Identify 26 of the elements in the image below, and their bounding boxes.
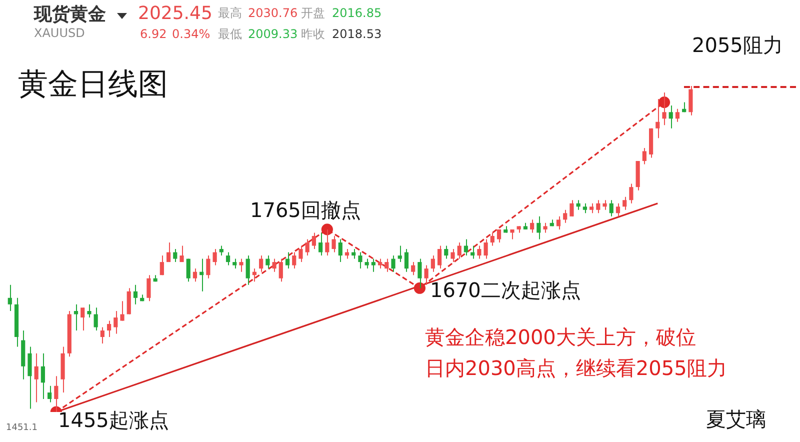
text: 6.92 bbox=[140, 27, 167, 42]
annotation: 1670二次起涨点 bbox=[430, 278, 581, 302]
annotation: 1765回撤点 bbox=[250, 198, 361, 222]
text: 开盘 bbox=[301, 6, 325, 20]
text: 2030.76 bbox=[248, 6, 298, 20]
chart-title: 黄金日线图 bbox=[18, 66, 168, 104]
text: XAUUSD bbox=[34, 26, 85, 40]
text: 2055阻力 bbox=[692, 33, 783, 57]
annotation: 1455起涨点 bbox=[58, 408, 169, 432]
annotation: 日内2030高点，继续看2055阻力 bbox=[425, 356, 727, 380]
annotation: 黄金企稳2000大关上方，破位 bbox=[425, 325, 696, 349]
text: 最高 bbox=[218, 6, 242, 20]
text: 2025.45 bbox=[138, 3, 212, 24]
text: 0.34% bbox=[172, 27, 210, 42]
point bbox=[321, 224, 333, 236]
text: 2018.53 bbox=[332, 27, 382, 42]
text: 最低 bbox=[218, 27, 242, 42]
text: 昨收 bbox=[301, 27, 325, 42]
point bbox=[414, 282, 426, 294]
text: 2009.33 bbox=[248, 27, 298, 42]
text: 1451.1 bbox=[6, 423, 38, 434]
text: 夏艾璃 bbox=[706, 407, 766, 431]
text: 现货黄金 bbox=[34, 4, 106, 25]
text: 2016.85 bbox=[332, 6, 382, 20]
candlestick bbox=[543, 222, 548, 234]
candlestick bbox=[239, 258, 244, 272]
